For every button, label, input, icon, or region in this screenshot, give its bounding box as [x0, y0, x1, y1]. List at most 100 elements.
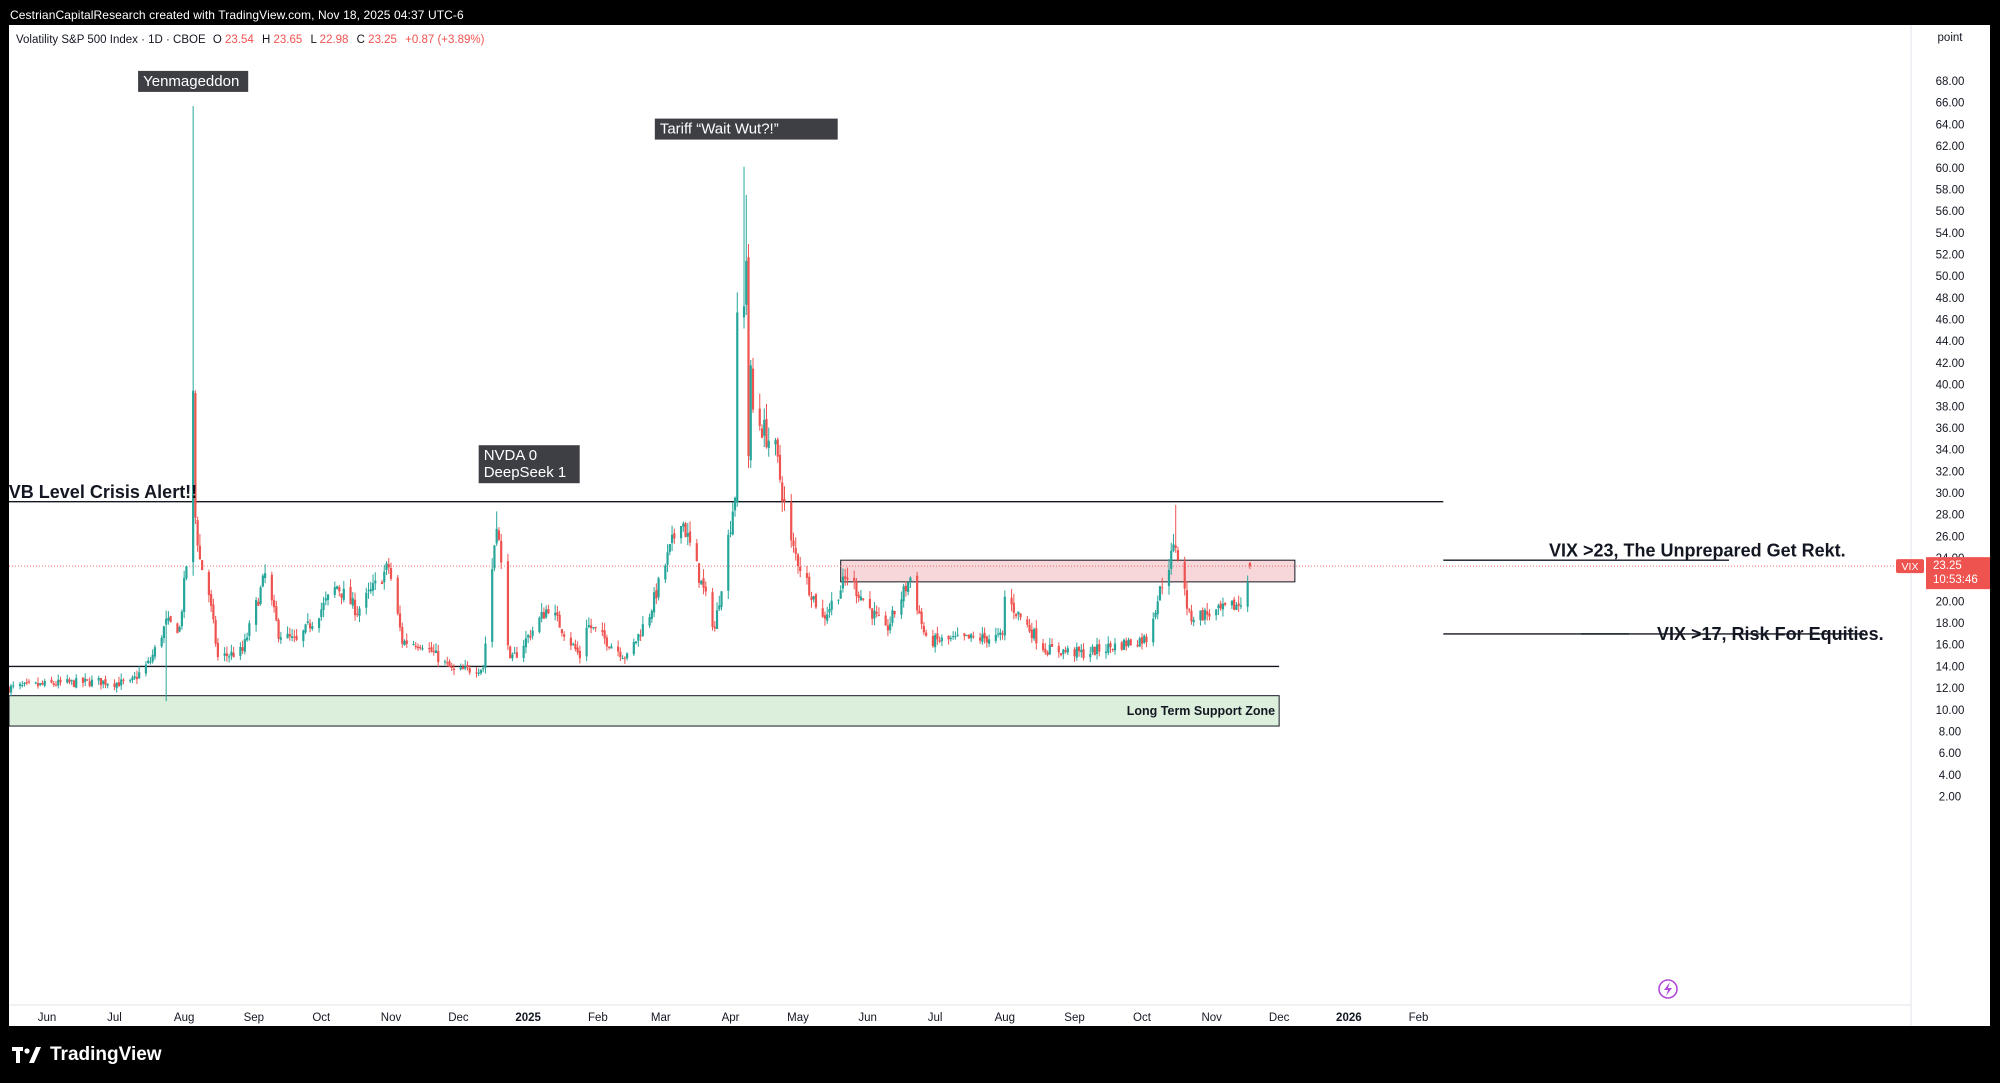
- candle-body: [1183, 561, 1186, 589]
- price-tick-label[interactable]: 64.00: [1936, 119, 1965, 131]
- price-tick-label[interactable]: 54.00: [1936, 228, 1965, 240]
- price-tick-label[interactable]: 50.00: [1936, 271, 1965, 283]
- time-tick-label[interactable]: Apr: [722, 1012, 740, 1024]
- time-tick-label[interactable]: 2025: [515, 1012, 541, 1024]
- time-tick-label[interactable]: Dec: [448, 1012, 469, 1024]
- candle-body: [1082, 649, 1085, 658]
- candle: [50, 676, 53, 684]
- candle-body: [877, 614, 881, 616]
- candle-body: [1062, 649, 1065, 655]
- support-zone: [8, 695, 1280, 727]
- candle-body: [1170, 550, 1173, 569]
- time-tick-label[interactable]: Feb: [1409, 1012, 1429, 1024]
- price-tick-label[interactable]: 42.00: [1936, 358, 1965, 370]
- price-tick-label[interactable]: 16.00: [1936, 640, 1965, 652]
- candle: [500, 533, 503, 570]
- candle-body: [434, 650, 438, 654]
- time-tick-label[interactable]: Nov: [1201, 1012, 1222, 1024]
- candle: [808, 572, 811, 597]
- price-tick-label[interactable]: 8.00: [1939, 726, 1961, 738]
- candle: [223, 647, 226, 662]
- candle-body: [1035, 628, 1038, 644]
- candle: [794, 537, 797, 561]
- candle: [670, 525, 674, 552]
- price-tick-label[interactable]: 62.00: [1936, 141, 1965, 153]
- candle: [733, 496, 737, 517]
- candle: [495, 511, 498, 546]
- candle-body: [443, 661, 447, 663]
- price-tick-label[interactable]: 48.00: [1936, 293, 1965, 305]
- candle: [1208, 609, 1211, 621]
- time-tick-label[interactable]: Jul: [107, 1012, 122, 1024]
- candle-body: [697, 563, 701, 583]
- candle: [751, 357, 755, 413]
- lightning-icon[interactable]: [1658, 979, 1678, 999]
- time-tick-label[interactable]: Sep: [1064, 1012, 1084, 1024]
- price-tick-label[interactable]: 34.00: [1936, 445, 1965, 457]
- time-tick-label[interactable]: Jun: [858, 1012, 877, 1024]
- price-tick-label[interactable]: 38.00: [1936, 401, 1965, 413]
- price-tick-label[interactable]: 44.00: [1936, 336, 1965, 348]
- time-tick-label[interactable]: Oct: [312, 1012, 331, 1024]
- price-tick-label[interactable]: 58.00: [1936, 184, 1965, 196]
- price-tick-label[interactable]: 46.00: [1936, 315, 1965, 327]
- candle-body: [178, 627, 181, 632]
- price-tick-label[interactable]: 10.00: [1936, 705, 1965, 717]
- price-tick-label[interactable]: 40.00: [1936, 380, 1965, 392]
- candle-body: [180, 611, 184, 627]
- time-tick-label[interactable]: Jun: [38, 1012, 57, 1024]
- time-axis-ticks[interactable]: Jun Jul Aug Sep Oct Nov Dec 2025 Feb Mar Apr May Jun…: [38, 1012, 1429, 1024]
- price-tick-label[interactable]: 18.00: [1936, 618, 1965, 630]
- price-tick-label[interactable]: 36.00: [1936, 423, 1965, 435]
- candle-body: [601, 630, 604, 632]
- price-tick-label[interactable]: 28.00: [1936, 510, 1965, 522]
- candle: [632, 638, 635, 657]
- footer-brand[interactable]: TradingView: [12, 1044, 162, 1066]
- price-tick-label[interactable]: 56.00: [1936, 206, 1965, 218]
- candle-body: [201, 560, 204, 571]
- price-tick-label[interactable]: 32.00: [1936, 466, 1965, 478]
- chart-frame[interactable]: Long Term Support Zone Yenmageddon Tariff…: [7, 25, 1990, 1026]
- price-tick-label[interactable]: 60.00: [1936, 163, 1965, 175]
- price-tick-label[interactable]: 66.00: [1936, 98, 1965, 110]
- nvda-deepseek-label-line2: DeepSeek 1: [484, 464, 567, 481]
- nvda-deepseek-label-box: [478, 445, 580, 484]
- price-tick-label[interactable]: 20.00: [1936, 596, 1965, 608]
- time-tick-label[interactable]: Oct: [1133, 1012, 1152, 1024]
- price-tick-label[interactable]: 68.00: [1936, 76, 1965, 88]
- candle: [230, 644, 233, 661]
- candle: [783, 486, 786, 511]
- candle: [758, 393, 761, 431]
- time-tick-label[interactable]: May: [787, 1012, 809, 1024]
- time-tick-label[interactable]: Dec: [1269, 1012, 1290, 1024]
- candle: [421, 644, 424, 651]
- price-tick-label[interactable]: 14.00: [1936, 661, 1965, 673]
- price-tick-label[interactable]: 30.00: [1936, 488, 1965, 500]
- candle-body: [99, 678, 103, 686]
- candle: [1224, 602, 1227, 607]
- price-tick-label[interactable]: 52.00: [1936, 250, 1965, 262]
- vix-candlestick-chart[interactable]: Long Term Support Zone Yenmageddon Tariff…: [7, 25, 1990, 1026]
- time-tick-label[interactable]: Feb: [588, 1012, 608, 1024]
- time-tick-label[interactable]: Sep: [244, 1012, 264, 1024]
- price-axis-ticks[interactable]: 2.00 4.00 6.00 8.00 10.00 12.00 14.00 16.00 18.0…: [1936, 76, 1965, 803]
- price-tick-label[interactable]: 2.00: [1939, 792, 1961, 804]
- time-tick-label[interactable]: Mar: [651, 1012, 671, 1024]
- candle-body: [686, 532, 689, 537]
- price-tick-label[interactable]: 6.00: [1939, 748, 1961, 760]
- candle: [857, 591, 860, 603]
- time-tick-label[interactable]: Aug: [995, 1012, 1015, 1024]
- candle: [1098, 639, 1101, 657]
- candle-body: [338, 587, 341, 592]
- candle-body: [1224, 603, 1227, 605]
- time-tick-label[interactable]: Aug: [174, 1012, 194, 1024]
- candle-body: [1030, 629, 1033, 639]
- time-tick-label[interactable]: Jul: [928, 1012, 943, 1024]
- price-tick-label[interactable]: 26.00: [1936, 531, 1965, 543]
- time-tick-label[interactable]: Nov: [381, 1012, 402, 1024]
- price-tick-label[interactable]: 4.00: [1939, 770, 1961, 782]
- candle-body: [371, 583, 375, 591]
- candle: [931, 629, 934, 648]
- time-tick-label[interactable]: 2026: [1336, 1012, 1362, 1024]
- price-tick-label[interactable]: 12.00: [1936, 683, 1965, 695]
